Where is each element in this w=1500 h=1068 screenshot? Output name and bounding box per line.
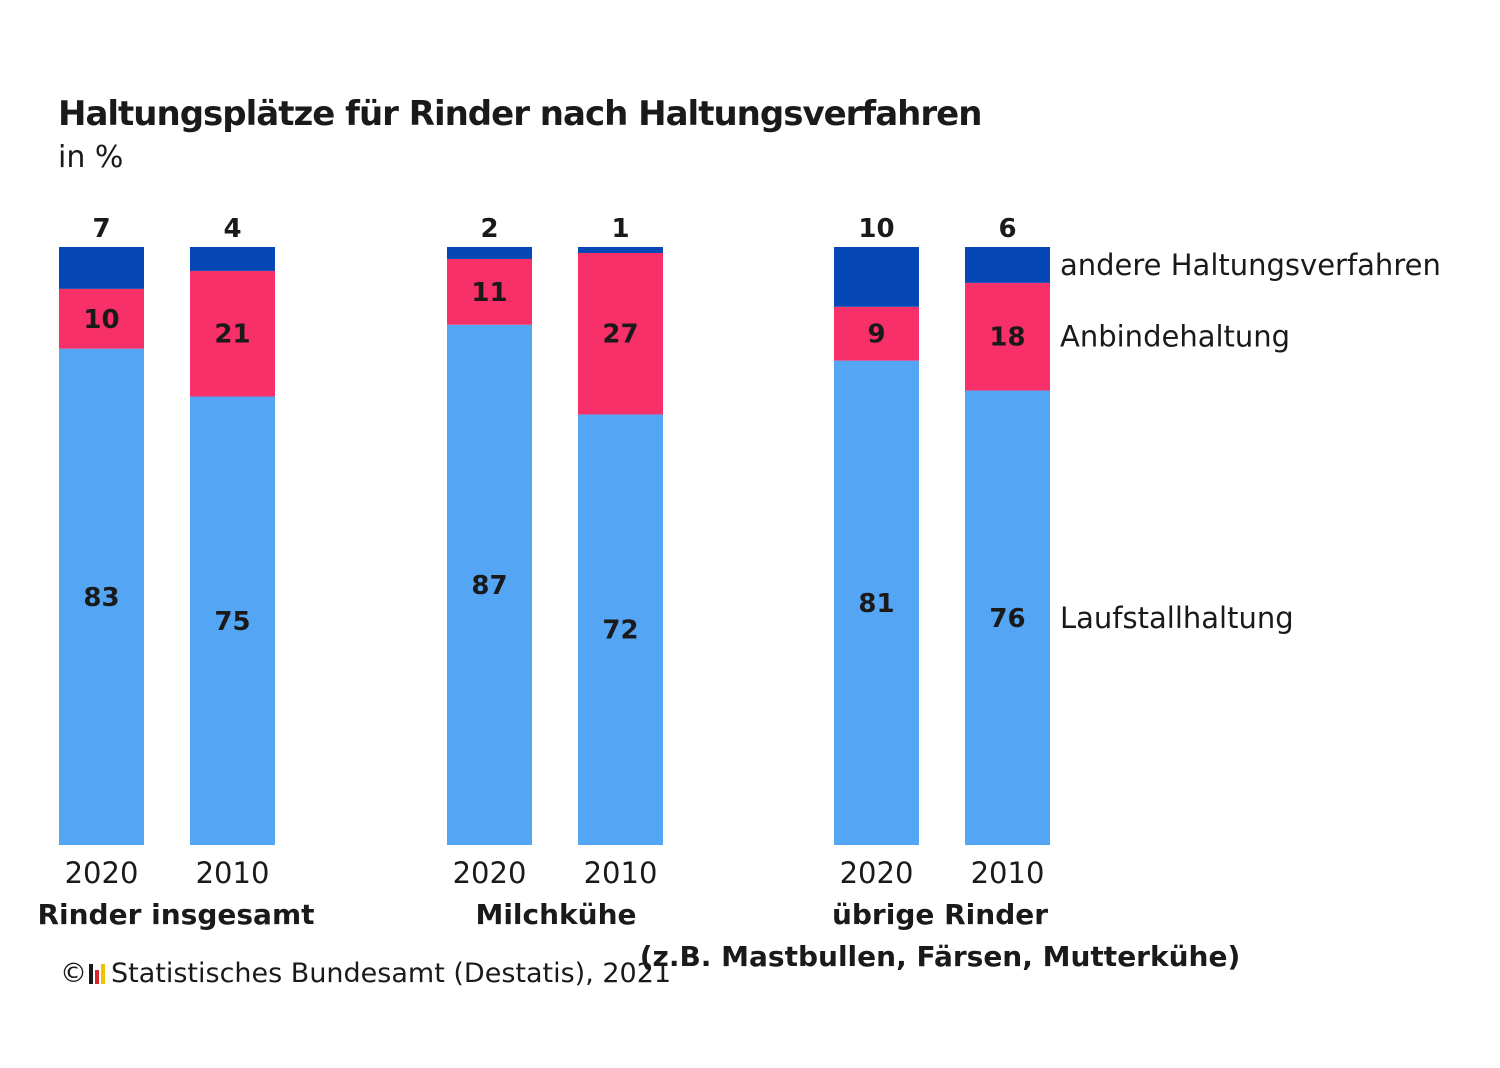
x-tick-label: 2010 bbox=[584, 856, 658, 890]
group-label: übrige Rinder bbox=[832, 898, 1048, 931]
chart-subtitle: in % bbox=[58, 140, 124, 175]
data-label: 18 bbox=[989, 323, 1025, 353]
bar-segment bbox=[190, 247, 275, 271]
bar-segment bbox=[447, 247, 532, 259]
data-label: 10 bbox=[83, 305, 119, 335]
data-label: 83 bbox=[83, 583, 119, 613]
legend-label: Anbindehaltung bbox=[1060, 320, 1290, 354]
x-tick-label: 2010 bbox=[196, 856, 270, 890]
data-label: 10 bbox=[858, 214, 894, 244]
x-tick-label: 2020 bbox=[453, 856, 527, 890]
bar-segment bbox=[965, 247, 1050, 283]
bar-segment bbox=[965, 282, 1050, 391]
data-label: 1 bbox=[611, 214, 629, 244]
bar-segment bbox=[578, 414, 663, 845]
bar-segment bbox=[447, 258, 532, 325]
bar-segment bbox=[834, 360, 919, 845]
data-label: 81 bbox=[858, 589, 894, 619]
bar-segment bbox=[965, 390, 1050, 845]
data-label: 7 bbox=[92, 214, 110, 244]
legend-label: Laufstallhaltung bbox=[1060, 601, 1294, 635]
bar-segment bbox=[59, 348, 144, 845]
data-label: 72 bbox=[602, 616, 638, 646]
bar-segment bbox=[59, 247, 144, 289]
group-label: Rinder insgesamt bbox=[37, 898, 314, 931]
group-label: Milchkühe bbox=[475, 898, 636, 931]
bar-segment bbox=[447, 324, 532, 845]
bar-segment bbox=[834, 306, 919, 361]
data-label: 21 bbox=[214, 320, 250, 350]
data-label: 2 bbox=[480, 214, 498, 244]
legend-label: andere Haltungsverfahren bbox=[1060, 248, 1441, 282]
data-label: 6 bbox=[998, 214, 1016, 244]
bar-segment bbox=[578, 252, 663, 415]
destatis-logo-icon bbox=[89, 963, 107, 984]
source-credit: © Statistisches Bundesamt (Destatis), 20… bbox=[60, 958, 671, 989]
data-label: 4 bbox=[223, 214, 241, 244]
x-tick-label: 2020 bbox=[65, 856, 139, 890]
x-tick-label: 2010 bbox=[971, 856, 1045, 890]
x-tick-label: 2020 bbox=[840, 856, 914, 890]
data-label: 75 bbox=[214, 607, 250, 637]
bar-segment bbox=[190, 270, 275, 397]
chart-title: Haltungsplätze für Rinder nach Haltungsv… bbox=[58, 94, 982, 134]
source-text: Statistisches Bundesamt (Destatis), 2021 bbox=[111, 958, 672, 989]
data-label: 27 bbox=[602, 320, 638, 350]
bar-segment bbox=[59, 288, 144, 349]
copyright-symbol: © bbox=[60, 958, 87, 989]
data-label: 76 bbox=[989, 604, 1025, 634]
group-label: (z.B. Mastbullen, Färsen, Mutterkühe) bbox=[640, 940, 1241, 973]
data-label: 87 bbox=[471, 571, 507, 601]
data-label: 11 bbox=[471, 278, 507, 308]
bar-segment bbox=[834, 247, 919, 307]
data-label: 9 bbox=[867, 320, 885, 350]
bar-segment bbox=[578, 247, 663, 253]
bar-segment bbox=[190, 396, 275, 845]
